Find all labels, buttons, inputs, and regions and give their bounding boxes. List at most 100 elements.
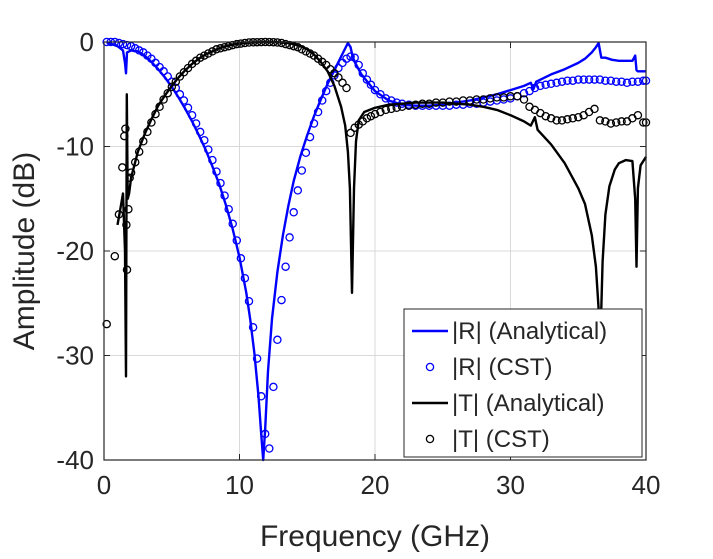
marker-r-cst [289, 208, 298, 217]
marker-t-cst [114, 210, 124, 219]
marker-r-cst [546, 79, 556, 89]
legend: |R| (Analytical) |R| (CST) |T| (Analytic… [403, 308, 643, 458]
marker-r-cst [216, 178, 225, 188]
marker-t-cst [126, 168, 136, 177]
marker-t-cst [590, 104, 599, 114]
marker-r-cst [574, 75, 583, 84]
y-tick-label: -40 [56, 445, 94, 475]
marker-r-cst [601, 76, 610, 85]
marker-r-cst [171, 83, 181, 93]
marker-t-cst [557, 116, 567, 125]
marker-r-cst [579, 75, 588, 84]
marker-r-cst [212, 167, 221, 176]
marker-t-cst [224, 41, 233, 51]
marker-t-cst [240, 38, 250, 48]
marker-t-cst [387, 104, 396, 114]
marker-t-cst [147, 118, 156, 127]
marker-t-cst [220, 42, 229, 52]
marker-r-cst [370, 85, 380, 95]
marker-t-cst [633, 110, 643, 120]
marker-t-cst [212, 45, 221, 54]
marker-r-cst [252, 354, 262, 363]
marker-t-cst [216, 44, 225, 53]
marker-r-cst [228, 219, 237, 229]
marker-r-cst [633, 77, 643, 86]
marker-r-cst [334, 63, 343, 73]
marker-t-cst [155, 102, 164, 112]
legend-label-t-cst: |T| (CST) [452, 426, 550, 453]
marker-r-cst [118, 39, 128, 49]
x-tick-label: 40 [632, 470, 661, 500]
marker-t-cst [342, 83, 351, 93]
marker-t-cst [200, 51, 209, 60]
marker-t-cst [281, 39, 290, 49]
marker-r-cst [260, 429, 270, 439]
marker-r-cst [552, 78, 561, 88]
marker-t-cst [574, 112, 583, 122]
marker-r-cst [187, 110, 197, 120]
marker-t-cst [546, 114, 556, 123]
marker-r-cst [321, 86, 331, 96]
marker-r-cst [183, 103, 193, 113]
marker-t-cst [110, 251, 120, 261]
marker-r-cst [208, 155, 217, 165]
marker-t-cst [195, 53, 205, 62]
x-tick-label: 30 [496, 470, 525, 500]
marker-t-cst [293, 42, 303, 52]
marker-t-cst [338, 78, 347, 88]
marker-r-cst [376, 90, 385, 99]
marker-r-cst [342, 54, 351, 63]
marker-t-cst [376, 107, 385, 117]
legend-box [403, 308, 643, 458]
marker-t-cst [167, 82, 177, 92]
marker-r-cst [628, 77, 637, 86]
marker-t-cst [124, 204, 133, 214]
marker-r-cst [530, 83, 540, 93]
marker-r-cst [126, 41, 136, 51]
marker-r-cst [301, 148, 311, 158]
marker-r-cst [134, 46, 144, 55]
x-axis-label: Frequency (GHz) [260, 520, 490, 553]
marker-t-cst [601, 117, 610, 126]
marker-t-cst [125, 173, 134, 183]
y-axis-label: Amplitude (dB) [8, 152, 41, 350]
marker-r-cst [114, 38, 124, 48]
marker-r-cst [362, 75, 372, 84]
marker-r-cst [350, 53, 359, 62]
marker-t-cst [208, 47, 217, 56]
marker-t-cst [171, 77, 181, 86]
marker-r-cst [590, 75, 599, 84]
marker-r-cst [195, 127, 205, 137]
y-tick-label: -10 [56, 132, 94, 162]
marker-t-cst [568, 114, 578, 123]
marker-t-cst [617, 117, 626, 126]
marker-r-cst [617, 77, 626, 86]
marker-t-cst [163, 88, 172, 98]
marker-r-cst [568, 76, 578, 85]
marker-t-cst [305, 49, 315, 58]
marker-r-cst [130, 44, 140, 53]
marker-t-cst [121, 124, 130, 133]
marker-r-cst [611, 77, 621, 86]
marker-t-cst [102, 319, 111, 329]
legend-sample-t-cst [425, 434, 435, 444]
x-tick-label: 20 [361, 470, 390, 500]
marker-r-cst [354, 60, 363, 70]
marker-t-cst [139, 137, 148, 146]
marker-t-cst [346, 128, 355, 138]
marker-r-cst [305, 132, 315, 142]
marker-r-cst [163, 72, 172, 81]
marker-r-cst [232, 236, 242, 245]
marker-r-cst [317, 96, 327, 105]
marker-r-cst [236, 254, 246, 263]
marker-t-cst [370, 109, 380, 119]
marker-t-cst [595, 116, 605, 125]
marker-r-cst [557, 77, 567, 86]
marker-t-cst [130, 157, 140, 167]
marker-r-cst [381, 94, 391, 103]
marker-r-cst [293, 186, 303, 195]
marker-r-cst [392, 98, 401, 107]
marker-r-cst [224, 204, 233, 214]
